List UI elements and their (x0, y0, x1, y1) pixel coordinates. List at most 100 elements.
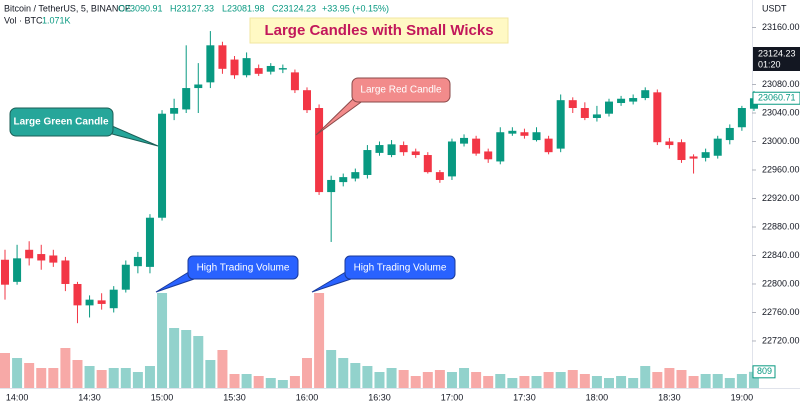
candle-body (544, 138, 553, 153)
y-tick-label: 23080.00 (762, 79, 800, 89)
callout-text: Large Green Candle (13, 117, 108, 128)
volume-bar (265, 378, 276, 388)
volume-bar (652, 372, 663, 388)
candle-body (460, 137, 469, 144)
volume-bar (314, 293, 325, 388)
candle-body (230, 59, 239, 76)
candle-body (568, 100, 577, 109)
price-box (753, 47, 800, 71)
y-tick-label: 22840.00 (762, 250, 800, 260)
candle-body (411, 151, 420, 156)
volume-bar (712, 374, 723, 388)
volume-bar (193, 336, 204, 388)
x-tick-label: 14:00 (6, 392, 29, 402)
candle-body (701, 152, 710, 158)
chart-title: Large Candles with Small Wicks (264, 22, 493, 39)
volume-bar (664, 368, 675, 388)
title-box (249, 17, 509, 44)
volume-bar (48, 368, 59, 388)
volume-bar (410, 376, 421, 388)
volume-bar (144, 366, 155, 388)
candle-body (363, 150, 372, 175)
ohlc-close: C23124.23 (272, 3, 316, 13)
candle-body (496, 132, 505, 162)
y-tick-label: 22920.00 (762, 193, 800, 203)
volume-bar (181, 330, 192, 388)
candle-body (133, 256, 142, 267)
ohlc-change: +33.95 (+0.15%) (322, 3, 389, 13)
candle-layer (1, 31, 758, 324)
candle-body (641, 90, 650, 99)
x-tick-label: 18:30 (658, 392, 681, 402)
volume-bar (229, 374, 240, 388)
x-tick-label: 17:00 (441, 392, 464, 402)
callout-text: Large Red Candle (360, 85, 442, 96)
candle-body (592, 114, 601, 118)
candle-body (617, 98, 626, 104)
candle-body (97, 300, 106, 304)
volume-bar (604, 378, 614, 388)
candle-body (653, 92, 662, 143)
volume-bar (374, 372, 385, 388)
volume-bar (169, 328, 180, 388)
volume-bar (277, 380, 288, 388)
currency: USDT (762, 3, 787, 13)
candle-body (725, 127, 734, 141)
volume-bar (289, 376, 300, 388)
candle-body (387, 144, 396, 156)
candle-body (109, 289, 118, 309)
candle-body (665, 141, 674, 146)
candle-body (49, 255, 58, 263)
last-price-box (752, 91, 800, 105)
volume-bar (24, 363, 35, 388)
volume-bar (0, 353, 10, 388)
volume-bar (217, 350, 228, 388)
volume-bar (543, 372, 554, 388)
candle-body (73, 283, 82, 306)
candle-body (37, 254, 46, 261)
callout-box (351, 77, 451, 103)
volume-bar (302, 358, 312, 388)
candle-body (158, 113, 167, 218)
ohlc-open: O23090.91 (118, 3, 163, 13)
callout-text: High Trading Volume (354, 263, 447, 274)
volume-bar (108, 368, 119, 388)
candle-body (351, 172, 360, 179)
volume-bar (579, 374, 590, 388)
y-tick-label: 22880.00 (762, 221, 800, 231)
candle-body (182, 88, 191, 110)
volume-bar (36, 368, 47, 388)
candle-body (121, 264, 130, 290)
callout-box (9, 107, 114, 137)
candle-body (290, 72, 299, 91)
y-tick-label: 22960.00 (762, 164, 800, 174)
volume-bar (628, 378, 639, 388)
candle-body (194, 84, 203, 89)
candle-body (484, 151, 493, 160)
volume-bar (736, 374, 747, 388)
candle-body (435, 172, 444, 180)
callout-box (187, 255, 299, 280)
x-tick-label: 17:30 (513, 392, 536, 402)
volume-bar (362, 366, 373, 388)
volume-bar (531, 376, 542, 388)
candle-body (303, 90, 311, 111)
volume-bar (567, 370, 578, 388)
x-tick-label: 15:00 (151, 392, 174, 402)
candle-body (737, 108, 746, 128)
volume-bar (398, 370, 409, 388)
x-tick-label: 16:00 (296, 392, 319, 402)
candle-body (254, 68, 263, 74)
volume-bar (616, 376, 627, 388)
candle-body (399, 145, 408, 153)
candle-body (556, 100, 565, 149)
candle-body (713, 138, 722, 156)
candle-body (315, 108, 324, 193)
symbol: Bitcoin / TetherUS, 5, BINANCE (4, 3, 131, 13)
price-label: 23124.23 (758, 48, 796, 58)
volume-bar (96, 370, 107, 388)
volume-bar (688, 376, 699, 388)
volume-bar (591, 376, 602, 388)
axis-layer: 22720.00 22760.00 22800.00 22840.00 22880.00… (6, 22, 800, 402)
